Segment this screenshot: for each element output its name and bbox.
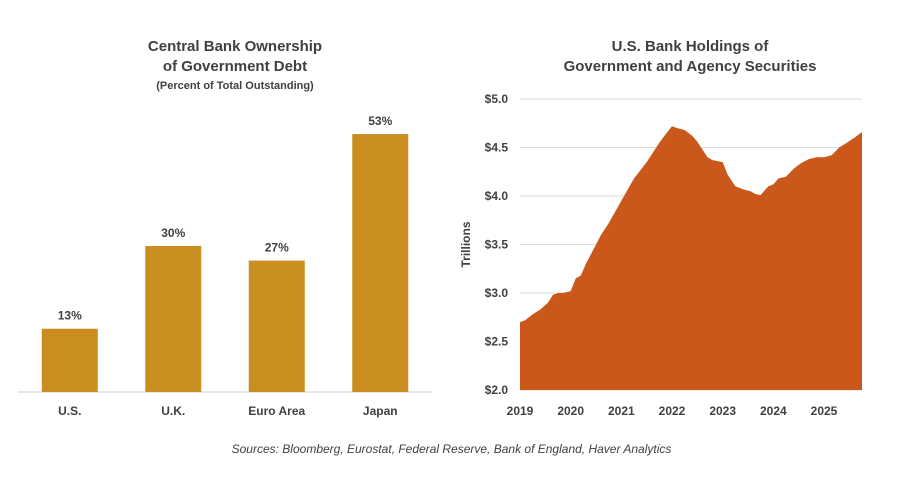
bar-category-label: U.S. — [58, 404, 81, 418]
area-y-tick-label: $4.5 — [485, 141, 509, 155]
area-x-tick-label: 2021 — [608, 404, 635, 418]
area-chart-title-line1: U.S. Bank Holdings of — [611, 38, 769, 55]
area-x-tick-label: 2023 — [709, 404, 736, 418]
bar-data-label: 53% — [368, 114, 392, 128]
bar-chart-title-line1: Central Bank Ownership — [147, 38, 323, 55]
area-y-tick-label: $3.5 — [485, 238, 509, 252]
area-x-tick-label: 2022 — [659, 404, 686, 418]
bar — [41, 328, 98, 392]
area-x-tick-label: 2025 — [811, 404, 838, 418]
bar-data-label: 13% — [58, 309, 82, 323]
bar — [145, 246, 202, 392]
bar-chart-subtitle: (Percent of Total Outstanding) — [156, 80, 314, 92]
sources-note: Sources: Bloomberg, Eurostat, Federal Re… — [231, 442, 672, 456]
area-y-tick-label: $2.0 — [485, 383, 509, 397]
bar-data-label: 27% — [265, 241, 289, 255]
area-x-tick-label: 2019 — [507, 404, 534, 418]
bar-chart-title-line2: of Government Debt — [162, 58, 308, 75]
area-y-tick-label: $3.0 — [485, 286, 509, 300]
area-y-tick-label: $2.5 — [485, 335, 509, 349]
area-y-axis-label: Trillions — [459, 221, 473, 267]
area-chart-title-line2: Government and Agency Securities — [563, 58, 817, 75]
bar — [352, 134, 409, 393]
area-x-tick-label: 2024 — [760, 404, 787, 418]
bar-category-label: Japan — [363, 404, 398, 418]
bar-category-label: Euro Area — [248, 404, 305, 418]
bar — [248, 260, 305, 392]
area-series — [520, 126, 862, 390]
bar-category-label: U.K. — [161, 404, 185, 418]
area-x-tick-label: 2020 — [557, 404, 584, 418]
bar-chart-title: Central Bank Ownership of Government Deb… — [40, 37, 430, 77]
area-y-tick-label: $5.0 — [485, 92, 509, 106]
area-y-tick-label: $4.0 — [485, 189, 509, 203]
area-chart: $2.0 $2.5 $3.0 $3.5 $4.0 $4.5 $5.0 2019 2020 2021… — [459, 92, 862, 418]
bar-data-label: 30% — [161, 226, 185, 240]
bar-chart: 13% U.S. 30% U.K. 27% Euro Area 53% Japan — [18, 114, 432, 418]
area-chart-title: U.S. Bank Holdings of Government and Age… — [500, 37, 880, 77]
